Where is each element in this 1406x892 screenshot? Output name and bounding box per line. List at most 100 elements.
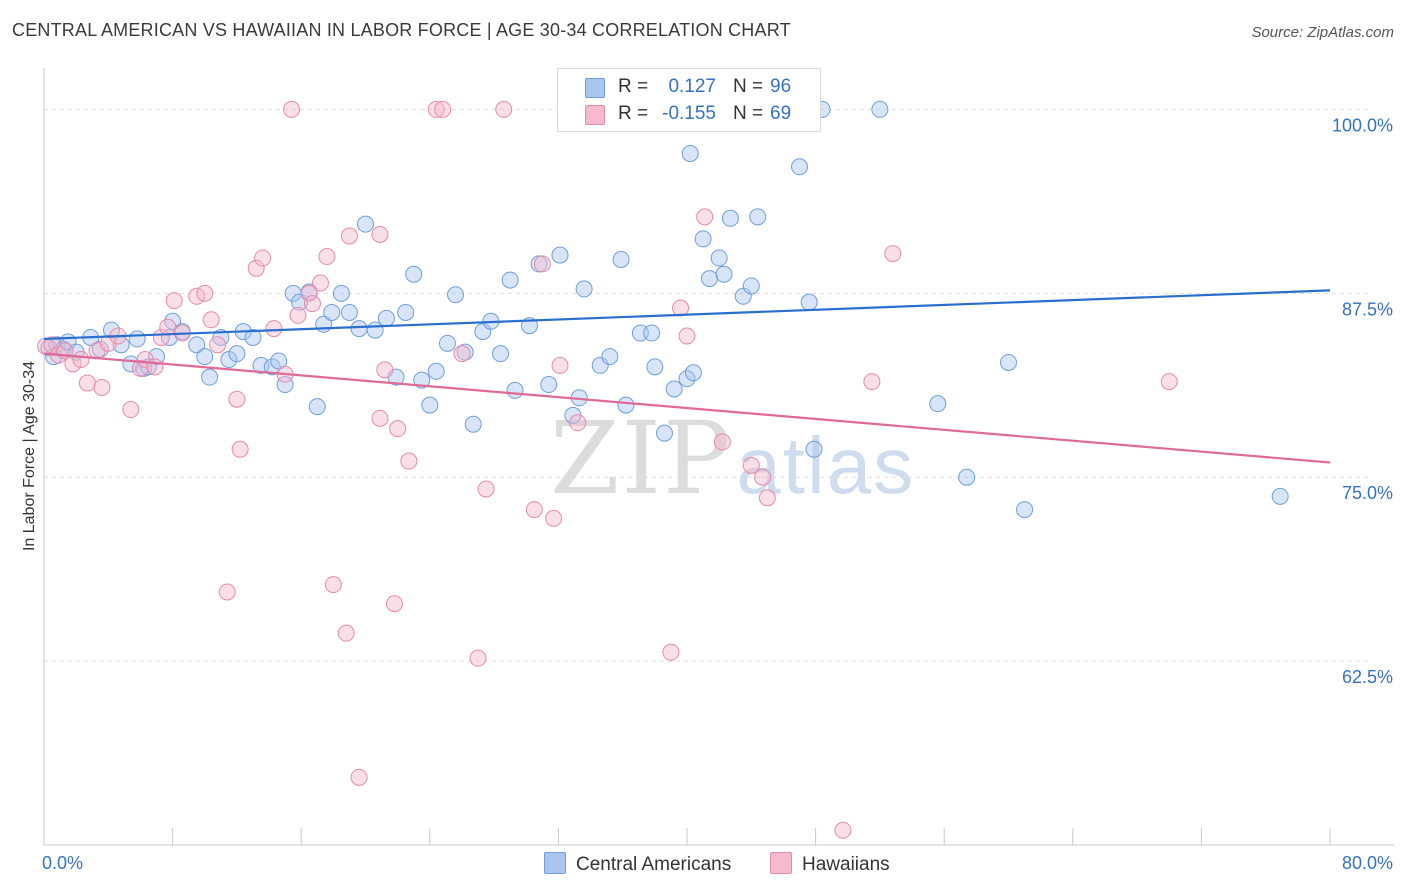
tick-labels: 62.5% 75.0% 87.5% 100.0% 0.0% 80.0% xyxy=(42,115,1393,873)
data-point xyxy=(506,381,524,399)
data-point xyxy=(196,284,214,302)
data-point xyxy=(350,768,368,786)
data-point xyxy=(202,311,220,329)
data-point xyxy=(78,374,96,392)
data-point xyxy=(495,100,513,118)
data-point xyxy=(958,468,976,486)
legend-row-central-americans: R = 0.127 N = 96 xyxy=(558,75,820,101)
data-point xyxy=(340,303,358,321)
data-point xyxy=(385,595,403,613)
data-point xyxy=(884,245,902,263)
y-tick-label: 75.0% xyxy=(1342,483,1393,503)
legend-n-value: 96 xyxy=(770,76,792,97)
data-point xyxy=(276,376,294,394)
legend-r-value: 0.127 xyxy=(668,76,716,97)
data-point xyxy=(575,280,593,298)
data-point xyxy=(715,265,733,283)
data-point xyxy=(146,358,164,376)
data-point xyxy=(713,433,731,451)
data-point xyxy=(265,320,283,338)
data-point xyxy=(427,100,445,118)
data-point xyxy=(371,225,389,243)
data-point xyxy=(405,265,423,283)
data-point xyxy=(122,401,140,419)
source-label: Source: ZipAtlas.com xyxy=(1251,24,1394,41)
legend-item-central-americans[interactable]: Central Americans xyxy=(544,852,731,876)
axes xyxy=(43,68,1394,846)
watermark-atlas: atlas xyxy=(736,421,916,510)
data-point xyxy=(694,230,712,248)
data-point xyxy=(758,489,776,507)
data-point xyxy=(72,351,90,369)
data-point xyxy=(218,583,236,601)
data-point xyxy=(434,100,452,118)
data-point xyxy=(247,259,265,277)
data-point xyxy=(492,345,510,363)
data-point xyxy=(678,327,696,345)
data-point xyxy=(196,348,214,366)
data-point xyxy=(228,390,246,408)
data-point xyxy=(254,249,272,267)
data-point xyxy=(754,468,772,486)
data-point xyxy=(332,284,350,302)
data-point xyxy=(662,643,680,661)
data-point xyxy=(318,248,336,266)
legend-n-label: N = xyxy=(733,76,764,97)
data-point xyxy=(357,215,374,233)
legend-swatch-central-americans xyxy=(585,78,605,98)
data-point xyxy=(742,277,760,295)
legend-r-value: -0.155 xyxy=(662,103,716,124)
legend-n-value: 69 xyxy=(770,103,792,124)
data-point xyxy=(551,246,569,264)
data-point xyxy=(209,336,227,354)
data-point xyxy=(540,376,558,394)
y-tick-label: 87.5% xyxy=(1342,299,1393,319)
data-point xyxy=(283,100,301,118)
data-point xyxy=(397,303,415,321)
data-point xyxy=(300,284,318,302)
data-point xyxy=(371,409,389,427)
legend-r-label: R = xyxy=(618,76,649,97)
data-point xyxy=(591,356,609,374)
hawaiians-points xyxy=(37,100,1178,839)
data-point xyxy=(678,370,696,388)
chart-title: CENTRAL AMERICAN VS HAWAIIAN IN LABOR FO… xyxy=(12,20,791,40)
data-point xyxy=(400,452,418,470)
data-point xyxy=(103,321,121,339)
data-point xyxy=(681,145,699,163)
data-point xyxy=(721,209,739,227)
data-point xyxy=(231,440,249,458)
series-legend: Central Americans Hawaiians xyxy=(0,852,1406,878)
grid-lines xyxy=(44,108,1370,662)
data-point xyxy=(791,158,809,176)
legend-swatch-central-americans xyxy=(544,852,566,874)
data-point xyxy=(672,299,690,317)
data-point xyxy=(438,334,456,352)
data-point xyxy=(696,208,714,226)
data-point xyxy=(447,286,465,304)
data-point xyxy=(228,345,246,363)
data-point xyxy=(340,227,358,245)
data-point xyxy=(311,274,329,292)
data-point xyxy=(337,624,355,642)
data-point xyxy=(749,208,767,226)
data-point xyxy=(323,303,341,321)
data-point xyxy=(1271,487,1289,505)
trend-line xyxy=(43,289,1331,341)
trend-lines xyxy=(43,289,1331,464)
data-point xyxy=(93,378,111,396)
central-americans-points xyxy=(40,100,1289,519)
stats-legend: R = 0.127 N = 96 R = -0.155 N = 69 xyxy=(557,68,821,132)
data-point xyxy=(324,576,342,594)
data-point xyxy=(710,249,728,267)
data-point xyxy=(533,255,551,273)
data-point xyxy=(201,368,219,386)
legend-n-label: N = xyxy=(733,103,764,124)
data-point xyxy=(665,380,683,398)
data-point xyxy=(188,336,206,354)
legend-item-hawaiians[interactable]: Hawaiians xyxy=(770,852,890,876)
data-point xyxy=(545,509,563,527)
trend-line xyxy=(43,352,1331,464)
data-point xyxy=(525,501,543,519)
